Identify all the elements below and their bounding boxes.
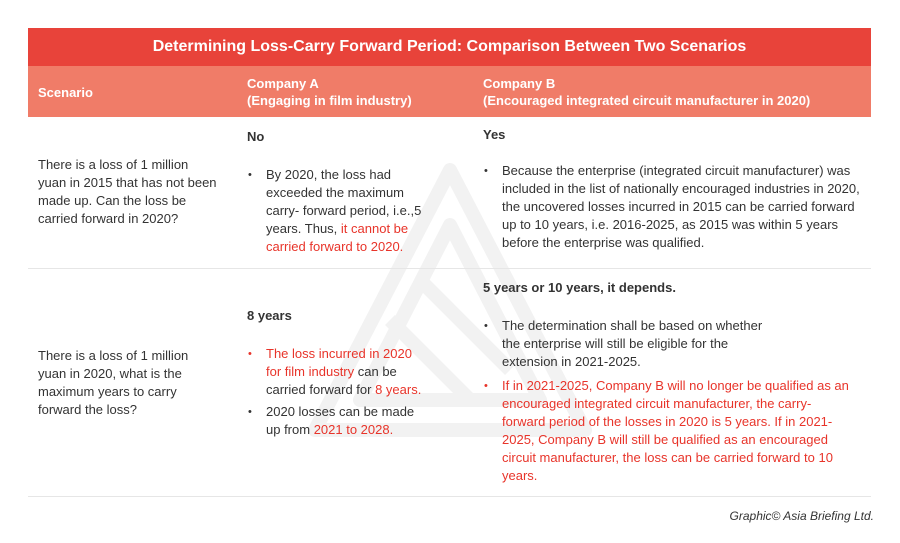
header-company-b-name: Company B: [483, 76, 556, 91]
bullet-highlight: it cannot be carried forward to 2020.: [266, 221, 409, 254]
footer-credit: Graphic© Asia Briefing Ltd.: [729, 509, 874, 523]
bullet-highlight: 2021 to 2028.: [313, 422, 394, 437]
list-item: Because the enterprise (integrated circu…: [483, 162, 866, 252]
row2-company-a-bullets: The loss incurred in 2020 for film indus…: [247, 345, 425, 443]
row2-company-b-bullets-2: If in 2021-2025, Company B will no longe…: [483, 377, 853, 489]
list-item: If in 2021-2025, Company B will no longe…: [483, 377, 853, 485]
row2-company-b-answer: 5 years or 10 years, it depends.: [483, 280, 676, 295]
row1-scenario: There is a loss of 1 million yuan in 201…: [38, 157, 217, 226]
list-item: 2020 losses can be made up from 2021 to …: [247, 403, 425, 439]
row1-company-b-answer: Yes: [483, 127, 506, 142]
table-title: Determining Loss-Carry Forward Period: C…: [28, 28, 871, 66]
row2-company-a-answer: 8 years: [247, 308, 292, 323]
bullet-text: By 2020, the loss had exceeded the maxim…: [266, 167, 422, 236]
header-company-a-desc: (Engaging in film industry): [247, 93, 412, 108]
bullet-text: can be carried forward for: [266, 364, 397, 397]
bullet-highlight: The loss incurred in 2020 for film indus…: [266, 346, 412, 379]
list-item: The loss incurred in 2020 for film indus…: [247, 345, 425, 399]
row1-company-b-bullets: Because the enterprise (integrated circu…: [483, 162, 866, 256]
row2-scenario: There is a loss of 1 million yuan in 202…: [38, 348, 189, 417]
row-divider: [28, 268, 871, 269]
list-item: The determination shall be based on whet…: [483, 317, 773, 371]
row1-company-a-bullets: By 2020, the loss had exceeded the maxim…: [247, 166, 422, 260]
row-divider: [28, 496, 871, 497]
table-header-row: Scenario Company A (Engaging in film ind…: [28, 66, 871, 117]
bullet-highlight: 8 years.: [375, 382, 422, 397]
bullet-text: 2020 losses can be made up from: [266, 404, 415, 437]
header-company-b: Company B (Encouraged integrated circuit…: [483, 75, 810, 109]
row2-company-b-bullets-1: The determination shall be based on whet…: [483, 317, 773, 375]
header-company-b-desc: (Encouraged integrated circuit manufactu…: [483, 93, 811, 108]
list-item: By 2020, the loss had exceeded the maxim…: [247, 166, 422, 256]
header-scenario: Scenario: [38, 85, 93, 100]
header-company-a-name: Company A: [247, 76, 319, 91]
row1-company-a-answer: No: [247, 129, 265, 144]
header-company-a: Company A (Engaging in film industry): [247, 75, 412, 109]
